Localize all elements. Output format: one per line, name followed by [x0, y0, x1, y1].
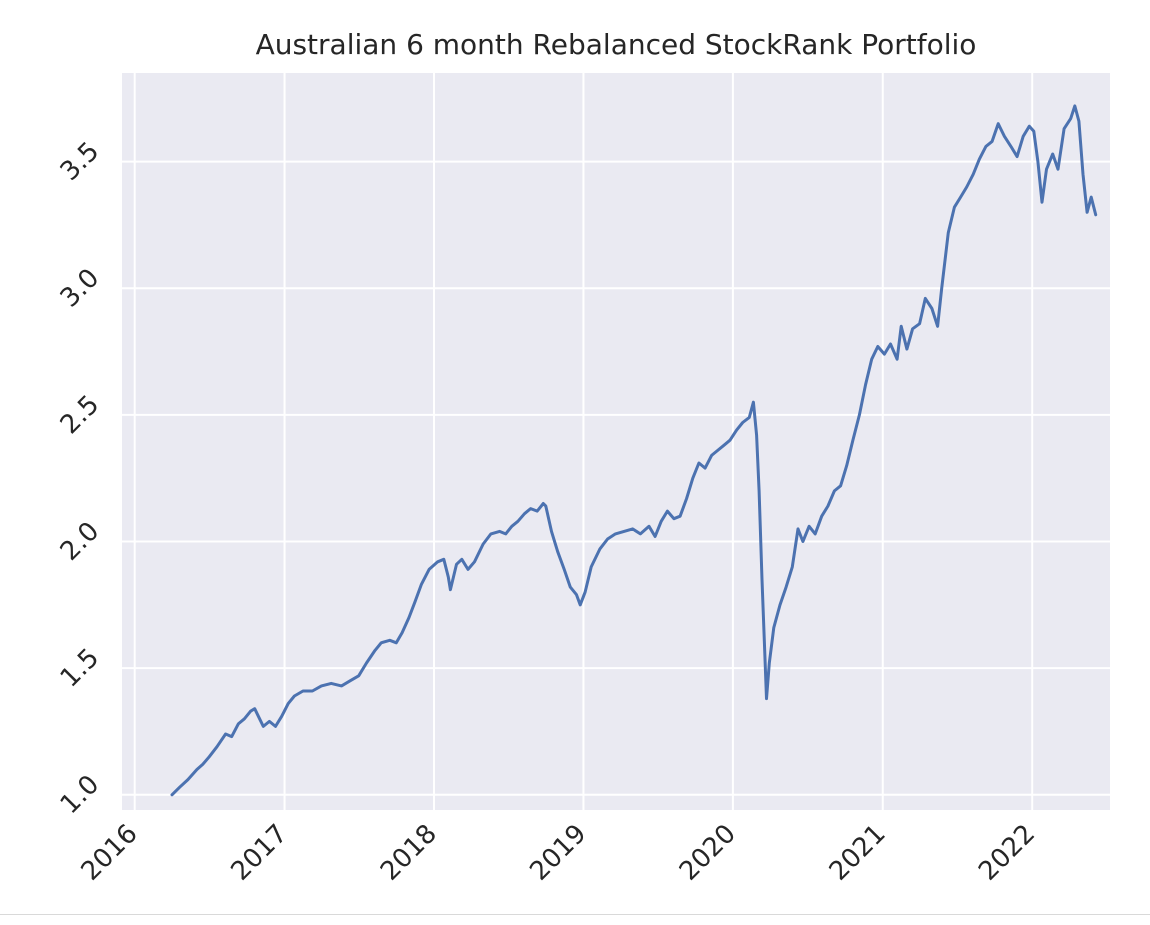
grid-lines — [122, 73, 1110, 810]
y-tick-label: 2.0 — [55, 516, 105, 566]
series-layer — [170, 104, 1098, 797]
x-tick-label: 2019 — [524, 819, 592, 887]
x-tick-label: 2021 — [824, 819, 892, 887]
x-tick-label: 2022 — [973, 819, 1041, 887]
y-tick-label: 3.5 — [55, 136, 105, 186]
x-axis-ticks: 2016 2017 2018 2019 2020 2021 2022 — [76, 819, 1042, 887]
plot-area — [122, 73, 1110, 810]
y-tick-label: 1.5 — [55, 643, 105, 693]
y-tick-label: 2.5 — [55, 390, 105, 440]
y-tick-label: 3.0 — [55, 263, 105, 313]
x-tick-label: 2018 — [375, 819, 443, 887]
bottom-divider — [0, 914, 1150, 915]
x-tick-label: 2016 — [76, 819, 144, 887]
y-tick-label: 1.0 — [55, 770, 105, 820]
chart-title: Australian 6 month Rebalanced StockRank … — [256, 28, 977, 61]
y-axis-ticks: 1.0 1.5 2.0 2.5 3.0 3.5 — [55, 136, 105, 820]
x-tick-label: 2017 — [225, 819, 293, 887]
x-tick-label: 2020 — [674, 819, 742, 887]
series-line — [170, 104, 1098, 797]
